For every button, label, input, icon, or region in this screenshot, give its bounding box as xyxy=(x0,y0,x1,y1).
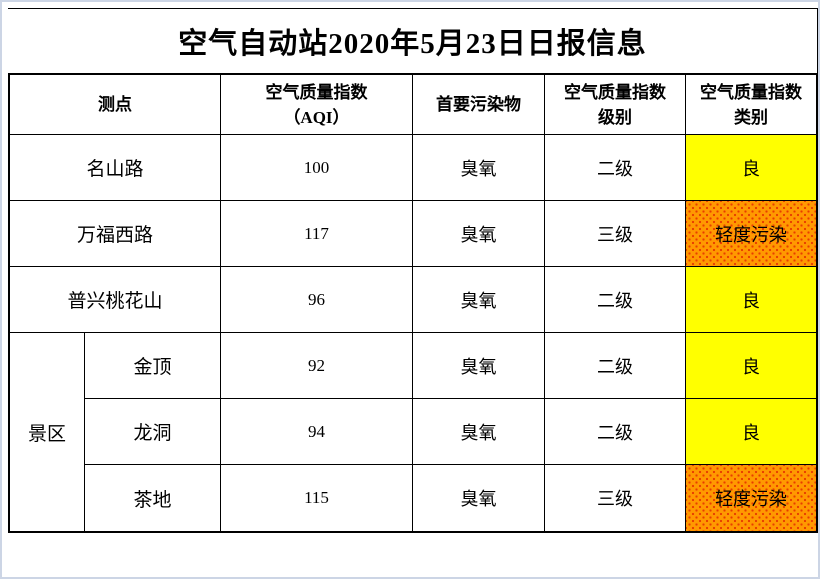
pollutant-cell: 臭氧 xyxy=(413,399,545,465)
level-cell: 三级 xyxy=(545,201,686,267)
pollutant-cell: 臭氧 xyxy=(413,135,545,201)
col-header-category: 空气质量指数 类别 xyxy=(686,75,816,135)
aqi-cell: 92 xyxy=(221,333,413,399)
aqi-cell: 100 xyxy=(221,135,413,201)
aqi-cell: 94 xyxy=(221,399,413,465)
group-cell: 景区 xyxy=(10,333,85,531)
pollutant-cell: 臭氧 xyxy=(413,201,545,267)
site-cell: 龙洞 xyxy=(85,399,221,465)
level-cell: 二级 xyxy=(545,267,686,333)
col-header-site: 测点 xyxy=(10,75,221,135)
site-cell: 名山路 xyxy=(10,135,221,201)
aqi-cell: 96 xyxy=(221,267,413,333)
col-header-pollutant: 首要污染物 xyxy=(413,75,545,135)
site-cell: 金顶 xyxy=(85,333,221,399)
report-title: 空气自动站2020年5月23日日报信息 xyxy=(8,8,818,73)
category-cell: 轻度污染 xyxy=(686,465,816,531)
aqi-cell: 117 xyxy=(221,201,413,267)
daily-report: 空气自动站2020年5月23日日报信息 测点 空气质量指数 （AQI） 首要污染… xyxy=(8,8,818,533)
air-quality-table: 测点 空气质量指数 （AQI） 首要污染物 空气质量指数 级别 空气质量指数 类… xyxy=(8,73,818,533)
site-cell: 万福西路 xyxy=(10,201,221,267)
level-cell: 二级 xyxy=(545,135,686,201)
level-cell: 三级 xyxy=(545,465,686,531)
col-header-level: 空气质量指数 级别 xyxy=(545,75,686,135)
category-cell: 良 xyxy=(686,267,816,333)
site-cell: 茶地 xyxy=(85,465,221,531)
category-cell: 良 xyxy=(686,135,816,201)
pollutant-cell: 臭氧 xyxy=(413,465,545,531)
category-cell: 良 xyxy=(686,399,816,465)
level-cell: 二级 xyxy=(545,399,686,465)
level-cell: 二级 xyxy=(545,333,686,399)
site-cell: 普兴桃花山 xyxy=(10,267,221,333)
category-cell: 良 xyxy=(686,333,816,399)
category-cell: 轻度污染 xyxy=(686,201,816,267)
pollutant-cell: 臭氧 xyxy=(413,333,545,399)
pollutant-cell: 臭氧 xyxy=(413,267,545,333)
aqi-cell: 115 xyxy=(221,465,413,531)
col-header-aqi: 空气质量指数 （AQI） xyxy=(221,75,413,135)
